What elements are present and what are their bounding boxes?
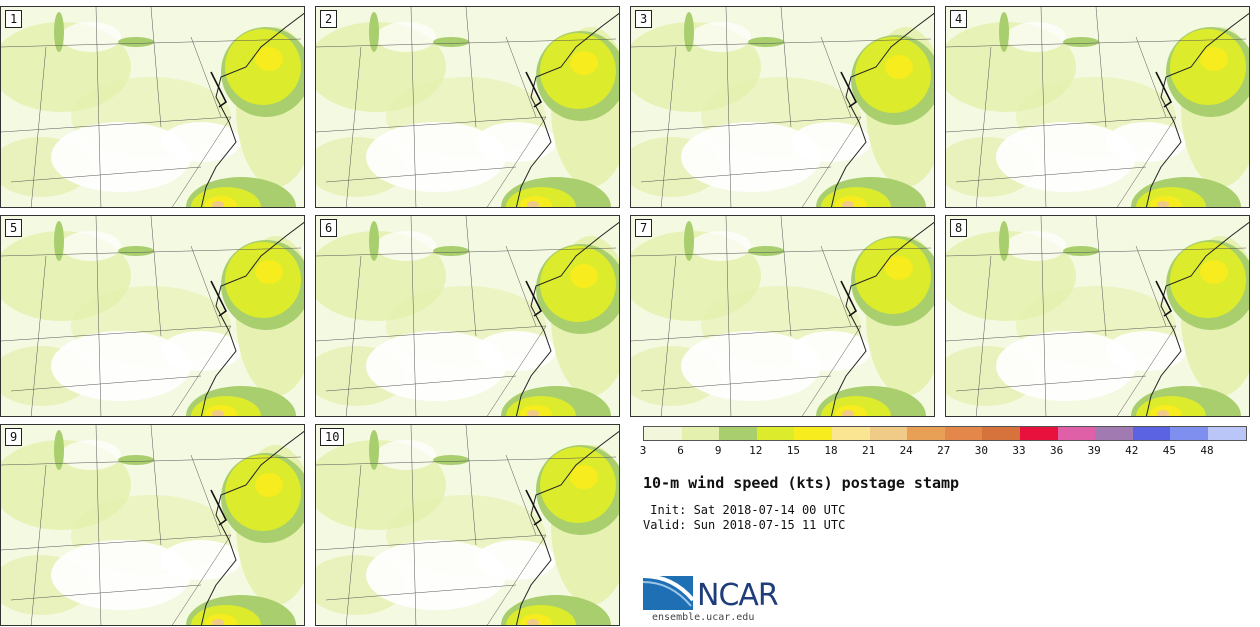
- wind-speed-map: [316, 425, 619, 625]
- colorbar-swatch: [719, 427, 757, 440]
- panel-number: 4: [950, 10, 968, 28]
- colorbar-swatch: [1019, 427, 1058, 440]
- colorbar: [643, 426, 1247, 441]
- map-panel: 5: [0, 215, 305, 417]
- colorbar-tick-label: 15: [786, 444, 801, 457]
- wind-speed-map: [631, 216, 934, 416]
- colorbar-swatch: [1057, 427, 1096, 440]
- colorbar-tick-label: 48: [1200, 444, 1214, 457]
- map-panel: 10: [315, 424, 620, 626]
- colorbar-swatch: [907, 427, 945, 440]
- wind-speed-map: [316, 216, 619, 416]
- wind-speed-map: [1, 425, 304, 625]
- panel-number: 10: [320, 428, 345, 446]
- colorbar-swatch: [1132, 427, 1171, 440]
- colorbar-swatch: [794, 427, 832, 440]
- map-panel: 7: [630, 215, 935, 417]
- valid-time: Valid: Sun 2018-07-15 11 UTC: [643, 518, 846, 532]
- chart-title: 10-m wind speed (kts) postage stamp: [643, 474, 960, 492]
- map-panel: 8: [945, 215, 1250, 417]
- colorbar-labels: 3 6 9 12 15 18 21 24 27 30 33 36 39 42 45 48: [639, 444, 1260, 458]
- panel-number: 7: [635, 219, 653, 237]
- colorbar-tick-label: 21: [861, 444, 876, 457]
- colorbar-tick-label: 45: [1162, 444, 1177, 457]
- colorbar-tick-label: 36: [1049, 444, 1064, 457]
- site-url: ensemble.ucar.edu: [652, 612, 755, 623]
- colorbar-tick-label: 33: [1012, 444, 1026, 457]
- ncar-logo-icon: [643, 574, 695, 610]
- colorbar-tick-label: 18: [824, 444, 838, 457]
- wind-speed-map: [946, 216, 1249, 416]
- panel-number: 8: [950, 219, 968, 237]
- panel-number: 5: [5, 219, 23, 237]
- colorbar-tick-label: 9: [714, 444, 722, 457]
- colorbar-tick-label: 30: [974, 444, 989, 457]
- colorbar-swatch: [944, 427, 983, 440]
- map-panel: 9: [0, 424, 305, 626]
- map-panel: 2: [315, 6, 620, 208]
- map-panel: 3: [630, 6, 935, 208]
- colorbar-swatch: [1095, 427, 1133, 440]
- panel-number: 1: [5, 10, 23, 28]
- init-time: Init: Sat 2018-07-14 00 UTC: [643, 503, 846, 517]
- wind-speed-map: [631, 7, 934, 207]
- colorbar-tick-label: 39: [1087, 444, 1101, 457]
- colorbar-swatch: [681, 427, 720, 440]
- logo-wordmark: NCAR: [697, 578, 779, 613]
- colorbar-tick-label: 27: [937, 444, 951, 457]
- colorbar-swatch: [982, 427, 1020, 440]
- wind-speed-map: [1, 216, 304, 416]
- map-panel: 1: [0, 6, 305, 208]
- wind-speed-map: [1, 7, 304, 207]
- wind-speed-map: [316, 7, 619, 207]
- colorbar-swatch: [644, 427, 682, 440]
- map-panel: 6: [315, 215, 620, 417]
- colorbar-tick-label: 24: [899, 444, 913, 457]
- colorbar-tick-label: 3: [639, 444, 647, 457]
- colorbar-tick-label: 12: [749, 444, 763, 457]
- panel-number: 3: [635, 10, 653, 28]
- colorbar-swatch: [756, 427, 795, 440]
- colorbar-swatch: [1170, 427, 1208, 440]
- panel-number: 2: [320, 10, 338, 28]
- map-panel: 4: [945, 6, 1250, 208]
- colorbar-swatch: [869, 427, 908, 440]
- wind-speed-map: [946, 7, 1249, 207]
- panel-number: 9: [5, 428, 23, 446]
- colorbar-swatch: [831, 427, 870, 440]
- colorbar-swatch: [1207, 427, 1246, 440]
- colorbar-tick-label: 6: [677, 444, 684, 457]
- panel-number: 6: [320, 219, 338, 237]
- colorbar-tick-label: 42: [1125, 444, 1139, 457]
